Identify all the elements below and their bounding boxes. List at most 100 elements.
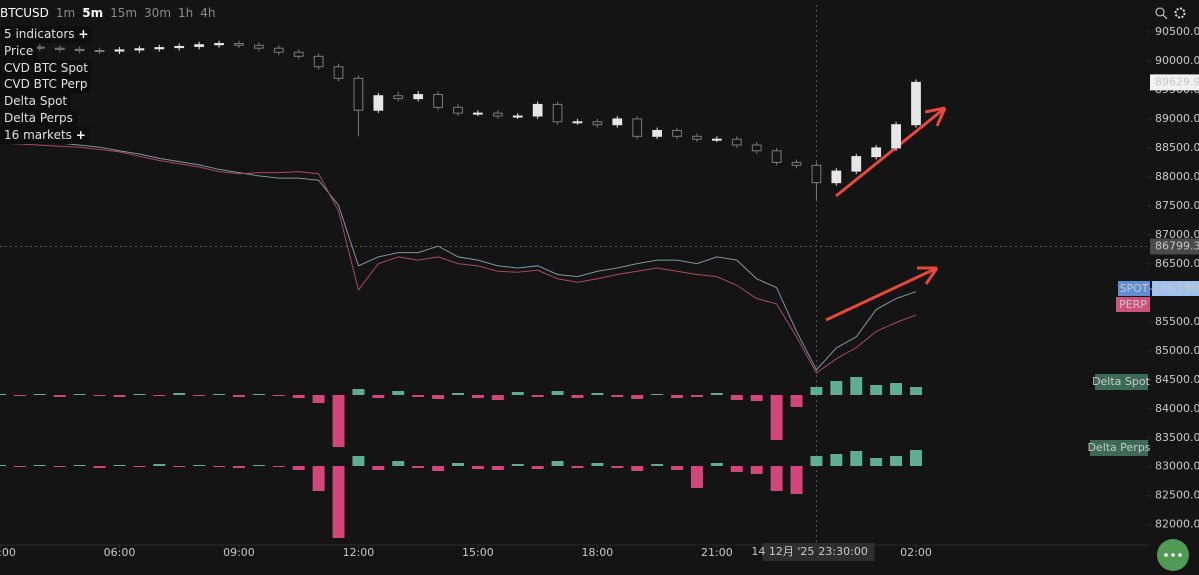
delta-bar [910,387,922,395]
timeframe[interactable]: 1h [178,6,194,20]
candle-body [711,138,722,141]
delta-bar [730,466,743,472]
candle-body [672,130,682,137]
candle-body [154,47,165,50]
delta-bar [272,395,285,396]
candle-body [433,94,443,108]
delta-bar [33,465,46,466]
x-tick-label: 02:00 [900,546,932,559]
delta-bar [571,466,584,468]
delta-legend-box [1090,440,1148,456]
delta-bar [312,466,325,491]
candle-body [413,94,424,100]
indicators-count[interactable]: 5 indicators + [0,26,93,43]
candle-body [373,95,384,111]
more-dot [1164,553,1168,557]
delta-bar [232,466,245,468]
candle-body [911,81,921,126]
indicator[interactable]: Price [0,42,38,60]
timeframe[interactable]: 15m [110,6,138,20]
delta-bar [890,383,903,395]
symbol[interactable]: BTCUSD [0,6,49,20]
delta-bar [153,395,166,396]
candle-body [333,66,344,79]
delta-bar [213,394,226,395]
indicator[interactable]: CVD BTC Perp [0,76,92,94]
delta-bar [710,393,723,395]
candle-body [393,95,404,100]
delta-bar [93,466,106,468]
y-tick-label: 87500.0 [1155,199,1199,212]
delta-bar [790,395,803,407]
delta-bar [372,466,385,470]
indicator[interactable]: Delta Spot [0,93,72,110]
crosshair-price-label: 86799.3 [1155,239,1199,252]
delta-bar [13,395,26,396]
delta-bar [193,395,206,396]
timeframe[interactable]: 1m [55,6,76,20]
candle-body [791,161,802,166]
crosshair-date-label: 14 12月 '25 [751,545,814,558]
delta-bar [491,466,504,470]
settings-icon[interactable] [1174,7,1186,19]
delta-bar [631,466,644,471]
x-tick-label: 15:00 [462,546,494,559]
candle-body [552,103,563,123]
search-icon[interactable] [1155,7,1165,17]
y-tick-label: 90500.0 [1155,25,1199,38]
delta-bar [452,463,464,466]
delta-bar [810,456,823,466]
candle-body [114,49,125,52]
delta-bar [591,463,604,466]
delta-bar [173,393,186,395]
indicators-count-text: 5 indicators [4,27,75,41]
delta-bar [850,377,863,395]
timeframe[interactable]: 30m [144,6,172,20]
delta-bar [890,456,903,466]
series-legend-box [1118,281,1150,296]
markets[interactable]: 16 markets + [0,126,90,144]
markets-text: 16 markets [4,127,72,142]
candle-body [891,124,901,149]
timeframe[interactable]: 5m [82,6,104,20]
delta-bar [432,466,445,471]
candle-body [492,112,503,117]
cvd-line [0,139,917,371]
indicator[interactable]: CVD BTC Spot [0,59,92,77]
candle-body [194,44,205,47]
candle-body [293,51,304,57]
delta-bar [0,394,6,395]
delta-bar [571,395,584,398]
delta-bar [551,461,564,466]
delta-bar [113,395,126,397]
delta-bar [830,381,843,395]
series-legend: PERP [1119,298,1147,311]
delta-bar [292,395,305,398]
timeframe[interactable]: 4h [200,6,216,20]
delta-bar [611,466,624,468]
delta-bar [33,394,46,395]
y-tick-label: 87000.0 [1155,228,1199,241]
delta-bar [671,466,684,470]
delta-bar [651,394,664,395]
x-tick-label: 18:00 [582,546,614,559]
delta-bar [73,394,86,395]
delta-bar [372,395,385,398]
last-price-label: 89629.9 [1155,75,1199,88]
series-legend: SPOT [1120,282,1149,295]
cvd-line [0,142,917,374]
y-tick-label: 84500.0 [1155,373,1199,386]
delta-bar [412,395,425,397]
delta-bar [471,466,484,469]
crosshair-price-box [1150,238,1199,255]
indicator[interactable]: Delta Perps [0,109,77,127]
y-tick-label: 85000.0 [1155,344,1199,357]
delta-bar [810,387,823,395]
delta-bar [352,389,365,395]
delta-bar [332,395,345,447]
delta-bar [113,465,126,466]
candle-body [692,135,702,140]
